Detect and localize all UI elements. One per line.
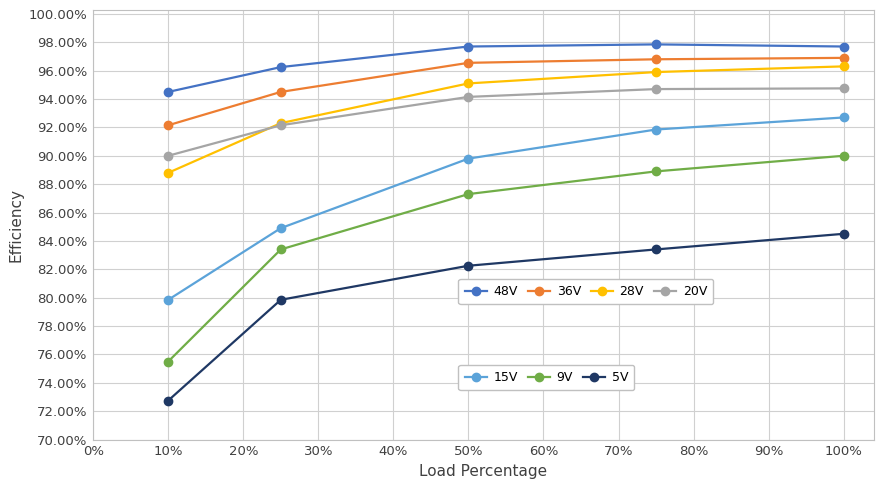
36V [463,60,474,66]
9V [163,358,174,364]
Legend: 15V, 9V, 5V: 15V, 9V, 5V [459,365,634,390]
5V [839,231,849,237]
28V [651,69,662,75]
9V [463,191,474,197]
15V [163,297,174,303]
48V [275,64,286,70]
5V [651,246,662,252]
9V [651,169,662,174]
28V [275,120,286,126]
36V [275,89,286,95]
5V [275,297,286,303]
28V [463,80,474,86]
Line: 20V: 20V [164,84,848,160]
Line: 15V: 15V [164,113,848,304]
15V [651,127,662,132]
X-axis label: Load Percentage: Load Percentage [419,464,548,479]
9V [275,246,286,252]
36V [651,56,662,62]
48V [163,89,174,95]
Line: 9V: 9V [164,151,848,366]
Line: 5V: 5V [164,230,848,405]
20V [839,85,849,91]
15V [839,114,849,120]
15V [275,225,286,231]
Line: 28V: 28V [164,62,848,177]
Y-axis label: Efficiency: Efficiency [8,187,23,262]
15V [463,156,474,162]
5V [463,263,474,269]
5V [163,397,174,403]
Line: 36V: 36V [164,54,848,130]
20V [163,153,174,159]
20V [651,86,662,92]
28V [163,170,174,176]
9V [839,153,849,159]
48V [839,44,849,50]
20V [463,94,474,100]
48V [651,41,662,47]
36V [163,122,174,128]
20V [275,122,286,128]
Line: 48V: 48V [164,40,848,96]
28V [839,63,849,69]
48V [463,44,474,50]
36V [839,55,849,61]
